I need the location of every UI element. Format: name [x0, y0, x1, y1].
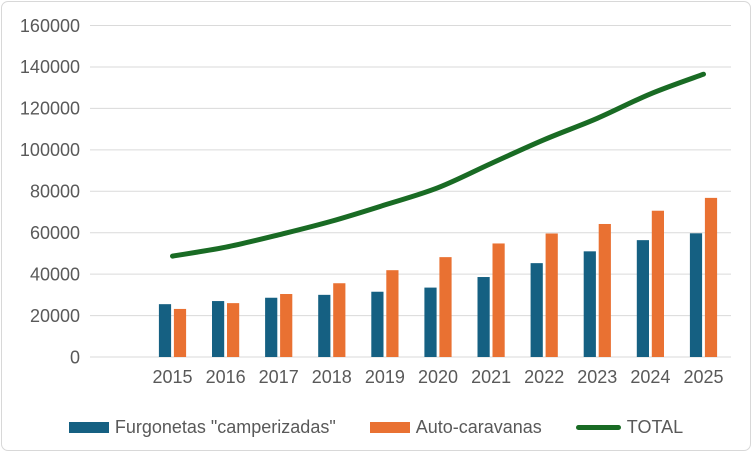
bar-auto-caravanas-2017 [280, 294, 293, 357]
x-axis-label-2020: 2020 [418, 367, 458, 387]
chart-legend: Furgonetas "camperizadas" Auto-caravanas… [2, 414, 750, 440]
bar-auto-caravanas-2022 [545, 233, 558, 357]
bar-furgonetas-camperizadas-2020 [424, 287, 437, 357]
legend-swatch-autocaravanas [369, 421, 410, 433]
x-axis-label-2025: 2025 [683, 367, 723, 387]
bar-furgonetas-camperizadas-2022 [530, 263, 543, 357]
x-axis-label-2015: 2015 [152, 367, 192, 387]
bar-auto-caravanas-2025 [704, 197, 718, 357]
x-axis-label-2019: 2019 [365, 367, 405, 387]
bar-auto-caravanas-2023 [598, 223, 611, 357]
bar-auto-caravanas-2015 [173, 308, 187, 357]
bar-auto-caravanas-2021 [492, 243, 505, 357]
bar-auto-caravanas-2018 [333, 283, 346, 357]
legend-label-total: TOTAL [626, 416, 684, 437]
bar-auto-caravanas-2016 [227, 303, 240, 357]
bar-furgonetas-camperizadas-2024 [636, 240, 649, 357]
bar-auto-caravanas-2024 [651, 210, 664, 357]
x-axis-label-2021: 2021 [471, 367, 511, 387]
y-axis-label-120000: 120000 [20, 99, 80, 119]
y-axis-label-20000: 20000 [30, 306, 80, 326]
bar-furgonetas-camperizadas-2025 [689, 233, 703, 357]
bar-auto-caravanas-2019 [386, 270, 399, 357]
y-axis-label-40000: 40000 [30, 264, 80, 284]
x-axis-label-2018: 2018 [312, 367, 352, 387]
legend-label-autocaravanas: Auto-caravanas [415, 416, 542, 437]
bar-furgonetas-camperizadas-2021 [477, 277, 490, 357]
y-axis-label-80000: 80000 [30, 182, 80, 202]
bar-auto-caravanas-2020 [439, 257, 452, 357]
y-axis-label-60000: 60000 [30, 223, 80, 243]
bar-furgonetas-camperizadas-2019 [371, 291, 384, 357]
bar-furgonetas-camperizadas-2018 [318, 294, 331, 357]
x-axis-label-2023: 2023 [577, 367, 617, 387]
x-axis-label-2016: 2016 [206, 367, 246, 387]
bar-furgonetas-camperizadas-2015 [158, 304, 172, 357]
y-axis-label-140000: 140000 [20, 57, 80, 77]
legend-label-furgonetas: Furgonetas "camperizadas" [114, 416, 336, 437]
bar-furgonetas-camperizadas-2017 [265, 297, 278, 357]
total-line [170, 71, 706, 259]
legend-swatch-total-line [575, 424, 621, 430]
y-axis-label-100000: 100000 [20, 140, 80, 160]
bar-furgonetas-camperizadas-2023 [583, 251, 596, 357]
y-axis-label-160000: 160000 [20, 16, 80, 36]
x-axis-label-2017: 2017 [259, 367, 299, 387]
bar-furgonetas-camperizadas-2016 [212, 301, 225, 357]
legend-swatch-furgonetas [68, 421, 109, 433]
legend-item-furgonetas: Furgonetas "camperizadas" [68, 416, 336, 438]
legend-item-total: TOTAL [575, 416, 684, 438]
y-axis-label-0: 0 [70, 347, 80, 367]
legend-item-autocaravanas: Auto-caravanas [369, 416, 542, 438]
x-axis-label-2024: 2024 [630, 367, 670, 387]
x-axis-label-2022: 2022 [524, 367, 564, 387]
